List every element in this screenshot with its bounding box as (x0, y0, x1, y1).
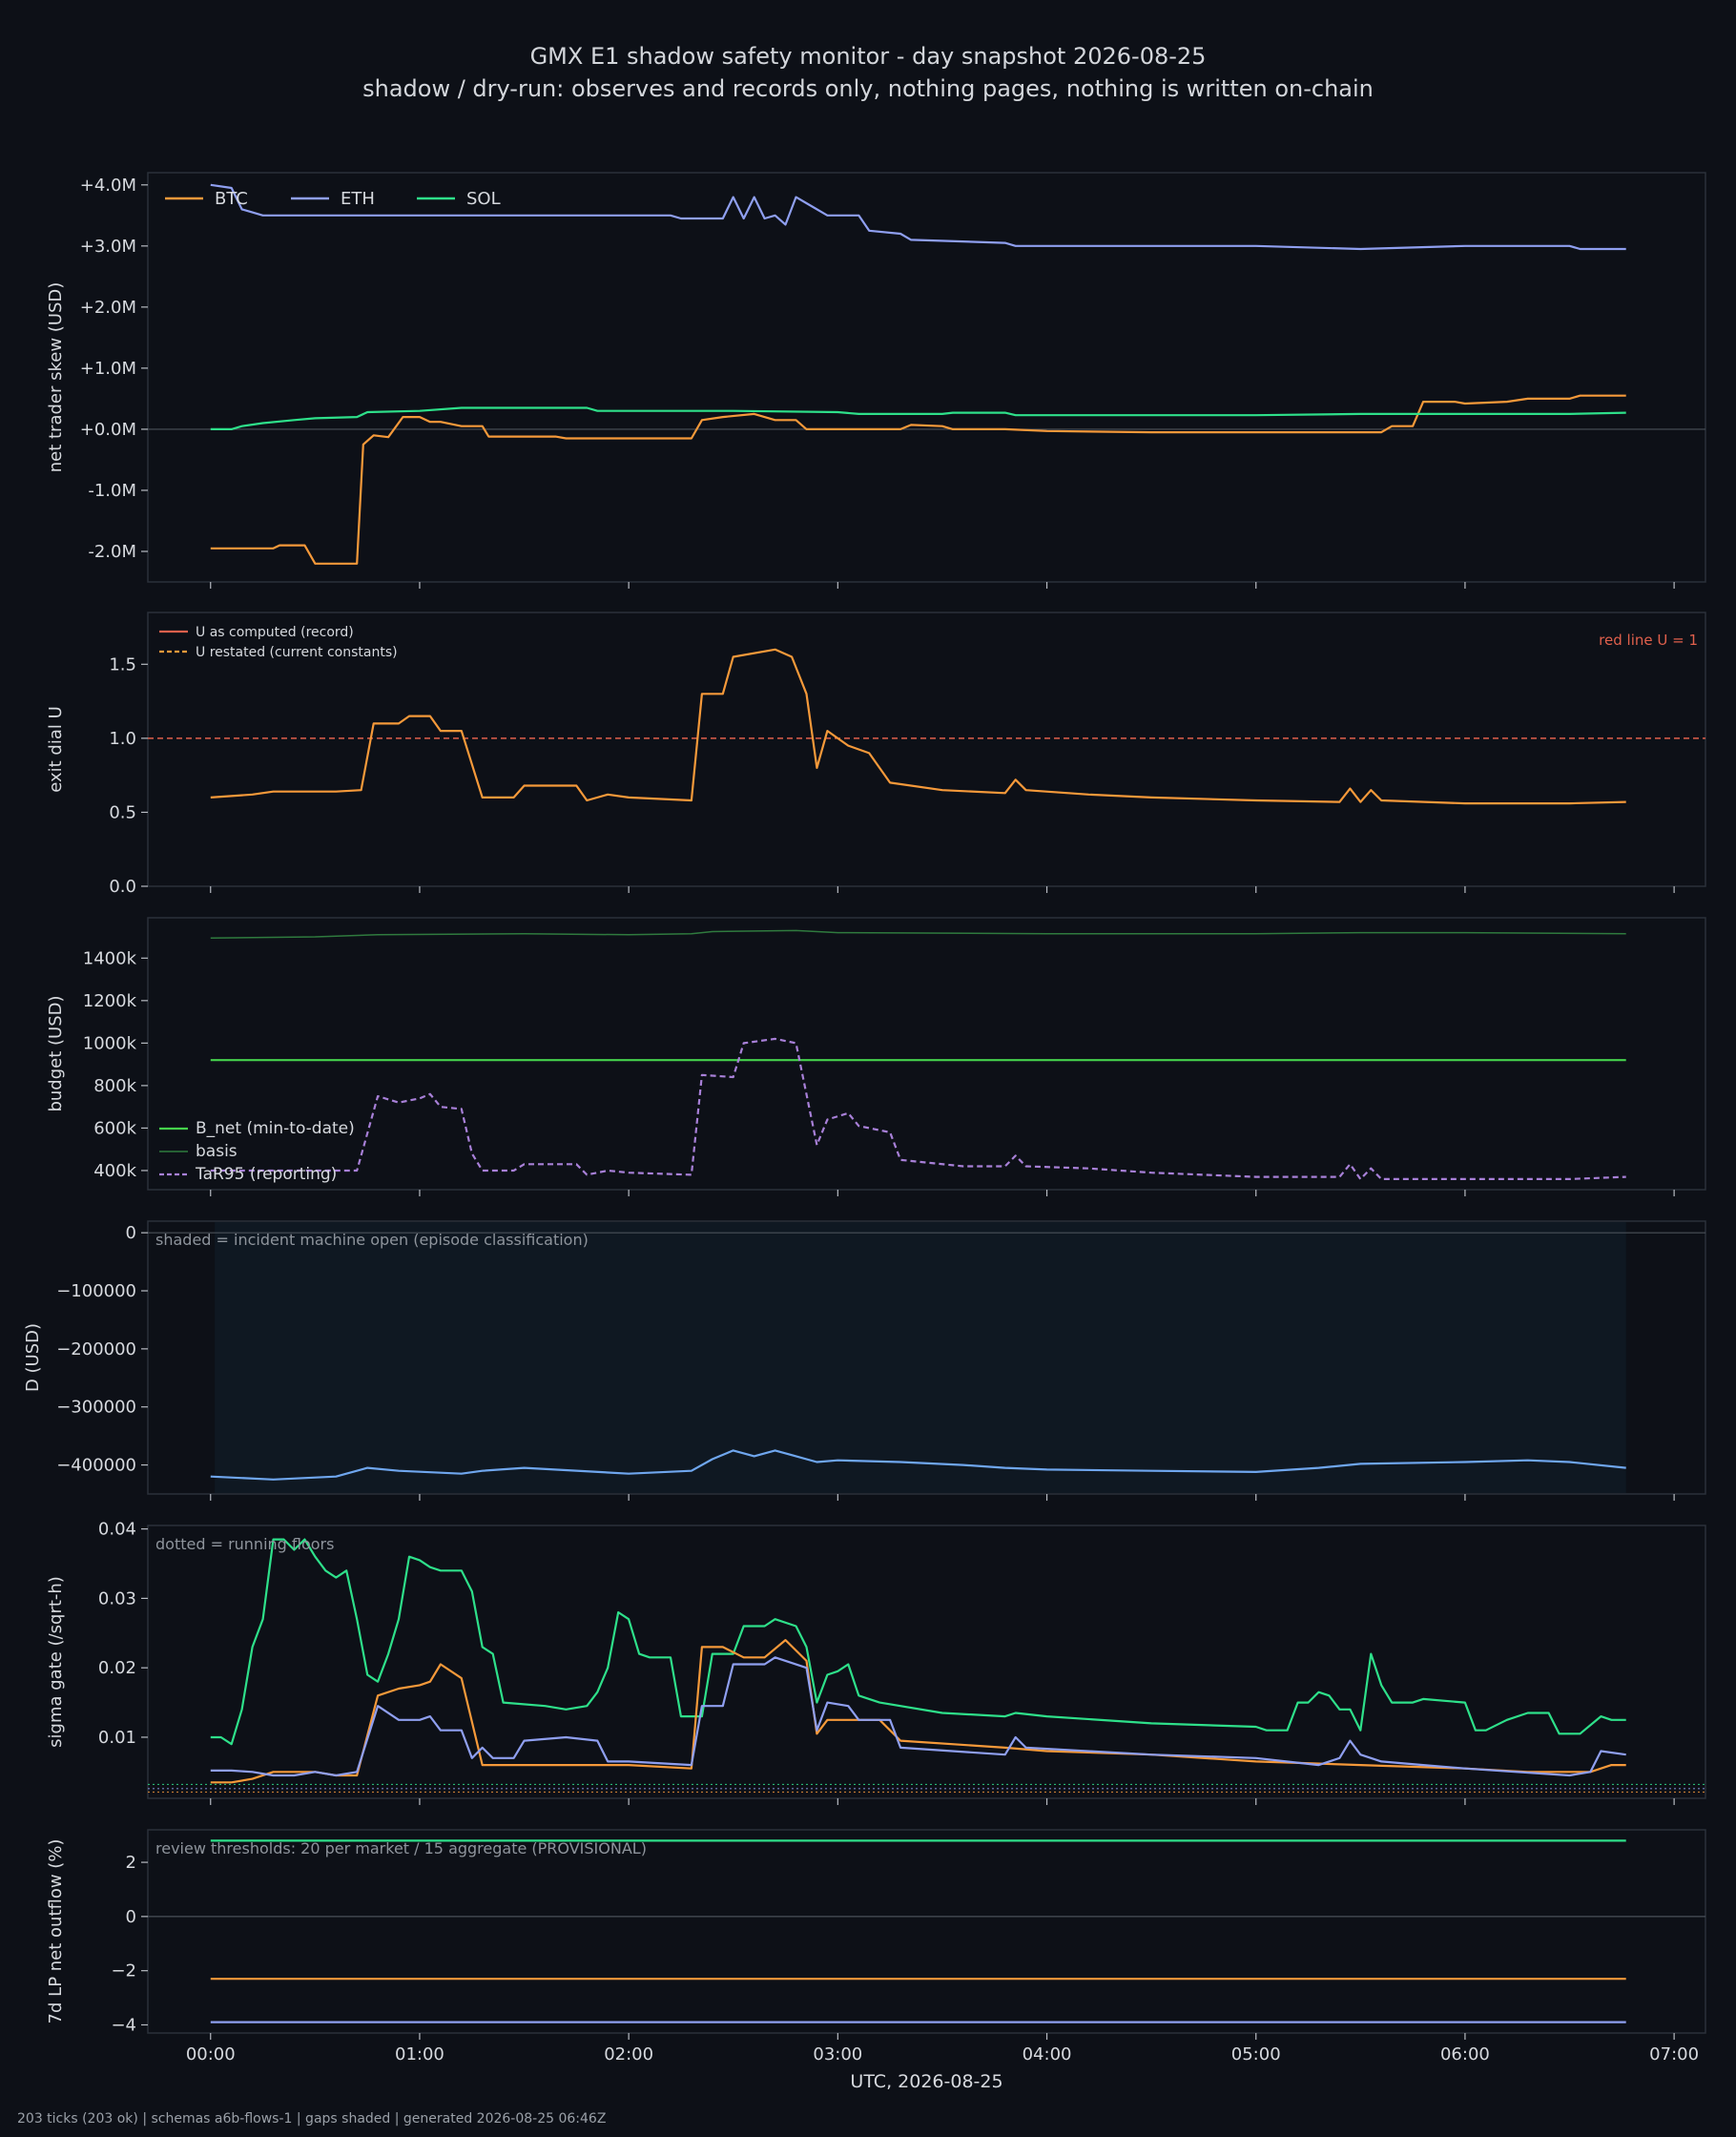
panel-frame-2 (147, 612, 1706, 887)
panel-frame-6 (147, 1829, 1706, 2034)
series-line-sol (210, 1538, 1626, 1746)
panel-annotation: dotted = running floors (155, 1535, 334, 1553)
series-line-eth (210, 183, 1626, 251)
legend-label: BTC (215, 189, 248, 209)
y-tick-label: 800k (93, 1076, 136, 1096)
y-tick-label: −100000 (56, 1281, 136, 1301)
panel-annotation: shaded = incident machine open (episode … (155, 1231, 589, 1249)
y-tick-label: 600k (93, 1118, 136, 1138)
y-tick-label: 0.02 (98, 1658, 136, 1678)
figure-titles: GMX E1 shadow safety monitor - day snaps… (0, 40, 1736, 105)
y-tick-label: −4 (111, 2015, 136, 2035)
legend-label: TaR95 (reporting) (195, 1165, 337, 1184)
series-line-u (210, 648, 1626, 805)
y-tick-label: 1400k (83, 948, 137, 968)
x-tick-label: 03:00 (813, 2044, 862, 2064)
y-axis-label: D (USD) (23, 1323, 43, 1392)
y-tick-label: 1200k (83, 991, 137, 1011)
series-line-basis (210, 929, 1626, 939)
y-tick-label: −2 (111, 1961, 136, 1981)
y-tick-label: 1.0 (109, 729, 136, 749)
y-tick-label: +3.0M (80, 237, 136, 257)
series-line-d (210, 1449, 1626, 1481)
y-tick-label: 0.01 (98, 1728, 136, 1748)
y-tick-label: 0.03 (98, 1588, 136, 1608)
legend-label: B_net (min-to-date) (196, 1119, 355, 1138)
legend-label: U restated (current constants) (196, 645, 398, 660)
y-tick-label: -1.0M (88, 481, 136, 501)
figure-subtitle: shadow / dry-run: observes and records o… (362, 75, 1374, 102)
y-tick-label: 2 (126, 1853, 136, 1873)
x-tick-label: 02:00 (604, 2044, 653, 2064)
panel-frame-3 (147, 917, 1706, 1191)
y-axis-label: budget (USD) (46, 995, 66, 1111)
y-axis-label: net trader skew (USD) (46, 282, 66, 473)
series-line-eth (210, 1656, 1626, 1777)
incident-shaded-region (215, 1222, 1626, 1493)
x-tick-label: 06:00 (1440, 2044, 1490, 2064)
y-tick-label: 0 (126, 1907, 136, 1927)
y-tick-label: 400k (93, 1161, 136, 1181)
y-tick-label: −300000 (56, 1398, 136, 1418)
legend-label: U as computed (record) (196, 625, 354, 640)
red-line-annotation: red line U = 1 (1599, 632, 1698, 649)
legend-label: basis (196, 1142, 238, 1161)
y-tick-label: -2.0M (88, 542, 136, 562)
x-tick-label: 00:00 (186, 2044, 236, 2064)
y-tick-label: +0.0M (80, 420, 136, 440)
y-tick-label: −200000 (56, 1339, 136, 1359)
x-tick-label: 05:00 (1231, 2044, 1281, 2064)
y-axis-label: 7d LP net outflow (%) (46, 1839, 66, 2024)
y-tick-label: 0.04 (98, 1520, 136, 1540)
series-line-tar95 (210, 1037, 1626, 1180)
y-axis-label: sigma gate (/sqrt-h) (46, 1576, 66, 1748)
y-tick-label: −400000 (56, 1456, 136, 1476)
y-tick-label: 0.0 (109, 877, 136, 897)
footer-status: 203 ticks (203 ok) | schemas a6b-flows-1… (17, 2111, 607, 2127)
x-tick-label: 01:00 (395, 2044, 444, 2064)
y-tick-label: 0 (126, 1223, 136, 1243)
y-tick-label: 1.5 (109, 654, 136, 674)
x-tick-label: 07:00 (1649, 2044, 1699, 2064)
legend-label: ETH (341, 189, 375, 209)
series-line-sol (210, 406, 1626, 430)
y-tick-label: 0.5 (109, 802, 136, 822)
x-tick-label: 04:00 (1023, 2044, 1072, 2064)
y-tick-label: 1000k (83, 1033, 137, 1053)
y-tick-label: +4.0M (80, 176, 136, 196)
panel-frame-1 (147, 172, 1706, 583)
panel-annotation: review thresholds: 20 per market / 15 ag… (155, 1839, 647, 1857)
y-tick-label: +1.0M (80, 359, 136, 379)
legend-label: SOL (466, 189, 501, 209)
y-axis-label: exit dial U (46, 706, 66, 793)
figure-title: GMX E1 shadow safety monitor - day snaps… (529, 43, 1207, 70)
x-axis-label: UTC, 2026-08-25 (850, 2071, 1002, 2092)
y-tick-label: +2.0M (80, 298, 136, 318)
panel-frame-5 (147, 1525, 1706, 1799)
